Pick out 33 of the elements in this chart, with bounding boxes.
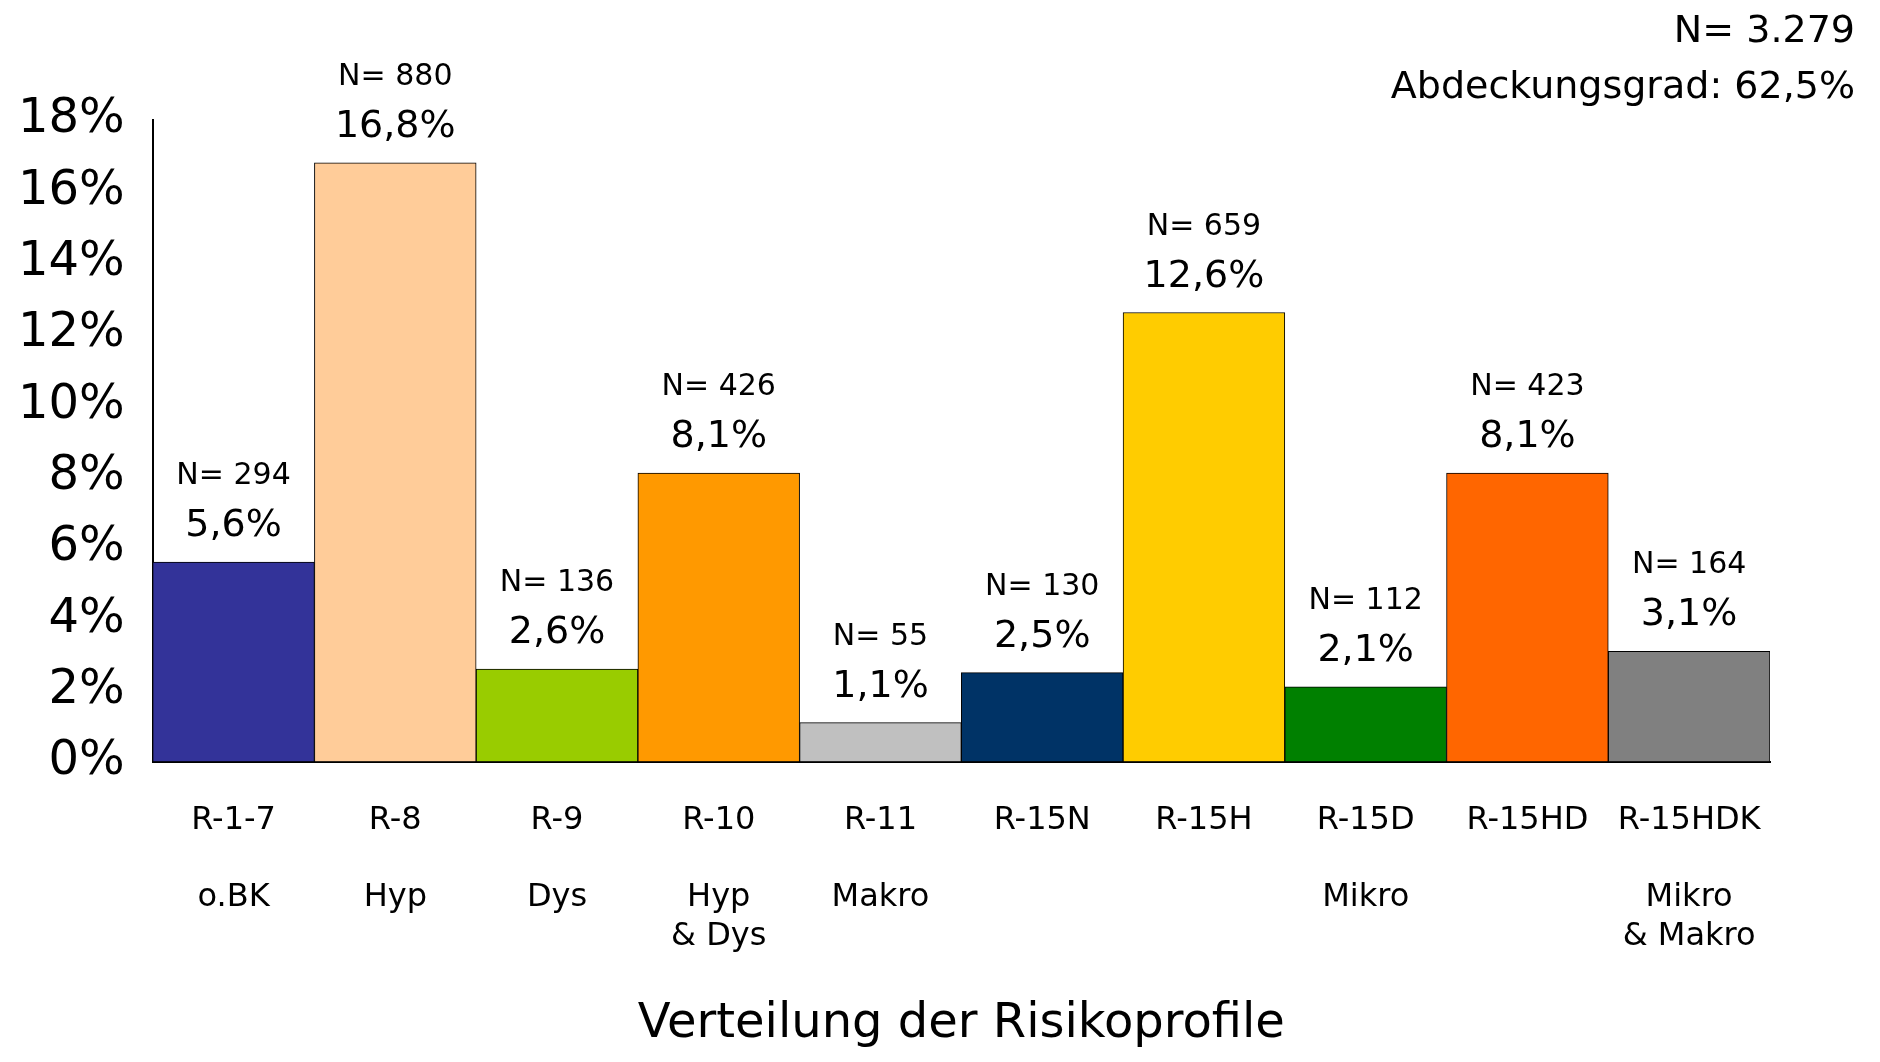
data-label: N= 423 8,1% (1470, 366, 1585, 456)
x-tick-label: R-15HD (1466, 799, 1589, 838)
y-tick-label: 14% (18, 230, 125, 287)
data-label: N= 136 2,6% (499, 563, 615, 653)
category-label: R-9 Dys (526, 799, 588, 915)
text: Abdeckungsgrad: 62,5% (1390, 63, 1855, 107)
y-tick-label: 4% (48, 586, 125, 643)
y-tick-label: 6% (48, 515, 125, 572)
category-label: R-11 Makro (831, 799, 930, 915)
category-label: R-8 Hyp (363, 799, 427, 915)
category-label: R-10 Hyp & Dys (671, 799, 767, 953)
y-tick-label: 12% (18, 301, 125, 358)
y-tick-label: 10% (18, 372, 125, 429)
category-label: R-15HDK Mikro & Makro (1617, 799, 1761, 953)
data-label: N= 164 3,1% (1631, 545, 1747, 635)
data-label: N= 130 2,5% (985, 566, 1100, 656)
data-label: N= 55 1,1% (832, 616, 929, 706)
y-tick-label: 18% (18, 87, 125, 144)
y-tick-label: 0% (48, 729, 125, 786)
y-tick-label: 8% (48, 444, 125, 501)
data-label: N= 112 2,1% (1308, 580, 1423, 670)
data-label: N= 659 12,6% (1143, 206, 1265, 296)
x-axis-title: Verteilung der Risikoprofile (637, 991, 1285, 1048)
data-label: N= 426 8,1% (661, 366, 776, 456)
category-label: R-1-7 o.BK (191, 799, 276, 915)
y-tick-label: 16% (18, 158, 125, 215)
text: N= 3.279 (1673, 7, 1855, 51)
category-label: R-15D Mikro (1316, 799, 1415, 915)
data-label: N= 294 5,6% (176, 456, 291, 546)
x-tick-label: R-15N (993, 799, 1091, 838)
data-label: N= 880 16,8% (334, 56, 456, 146)
y-tick-label: 2% (48, 657, 125, 714)
x-tick-label: R-15H (1155, 799, 1253, 838)
